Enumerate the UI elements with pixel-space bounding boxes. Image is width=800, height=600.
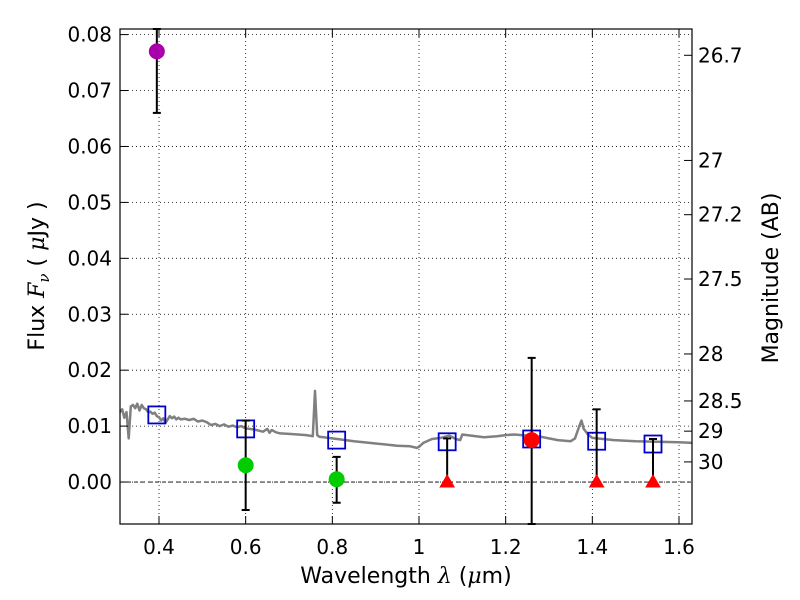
magnitude-tick-label: 26.7 xyxy=(698,43,743,67)
upper-limit-marker xyxy=(588,474,605,488)
x-tick-label: 0.6 xyxy=(230,535,262,559)
upper-limit-marker xyxy=(439,474,456,488)
magnitude-tick-label: 30 xyxy=(698,450,723,474)
y-tick-label: 0.02 xyxy=(67,358,112,382)
y-tick-label: 0.01 xyxy=(67,414,112,438)
x-tick-label: 0.4 xyxy=(143,535,175,559)
magnitude-tick-label: 28.5 xyxy=(698,389,743,413)
magnitude-tick-label: 27 xyxy=(698,148,723,172)
x-tick-label: 1.4 xyxy=(576,535,608,559)
x-axis-label: Wavelength λ (μm) xyxy=(300,564,511,589)
y-axis-label: Flux Fν ( μJy ) xyxy=(25,201,53,350)
model-point-marker xyxy=(147,405,167,425)
ticks: 0.4 0.6 0.8 1 1.2 1.4 1.6 0.00 0.01 0.02 0.03 0.04 0… xyxy=(67,23,742,559)
grid xyxy=(120,29,692,524)
sed-template-line xyxy=(119,389,693,450)
magnitude-axis-label: Magnitude (AB) xyxy=(759,193,784,364)
y-tick-label: 0.04 xyxy=(67,246,112,270)
plot-frame xyxy=(119,28,693,525)
y-tick-label: 0.05 xyxy=(67,190,112,214)
x-tick-label: 0.8 xyxy=(316,535,348,559)
y-tick-label: 0.08 xyxy=(67,23,112,47)
detection-marker xyxy=(328,471,345,488)
x-tick-label: 1 xyxy=(413,535,426,559)
y-tick-label: 0.00 xyxy=(67,470,112,494)
x-tick-label: 1.6 xyxy=(663,535,695,559)
magnitude-tick-label: 29 xyxy=(698,419,723,443)
magnitude-tick-label: 27.5 xyxy=(698,267,743,291)
y-tick-label: 0.07 xyxy=(67,79,112,103)
detection-marker xyxy=(237,457,254,474)
y-tick-label: 0.06 xyxy=(67,134,112,158)
model-point-marker xyxy=(327,430,347,450)
detection-marker xyxy=(523,432,540,449)
magnitude-tick-label: 27.2 xyxy=(698,203,743,227)
magnitude-tick-label: 28 xyxy=(698,342,723,366)
upper-limit-marker xyxy=(645,474,661,488)
detection-marker xyxy=(148,43,165,60)
data-layer xyxy=(119,28,693,525)
y-tick-label: 0.03 xyxy=(67,302,112,326)
x-tick-label: 1.2 xyxy=(490,535,522,559)
